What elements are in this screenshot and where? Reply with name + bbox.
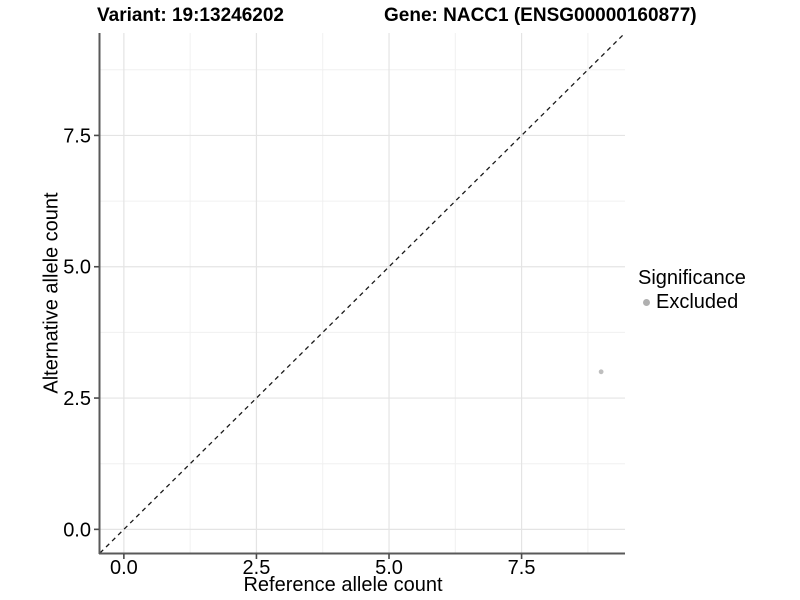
x-tick-label: 2.5 [243, 557, 271, 579]
x-tick-label: 7.5 [508, 557, 536, 579]
y-tick-label: 5.0 [63, 257, 91, 279]
x-tick-label: 0.0 [110, 557, 138, 579]
y-tick-label: 7.5 [63, 125, 91, 147]
gene-title: Gene: NACC1 (ENSG00000160877) [384, 5, 697, 26]
legend: Significance Excluded [638, 267, 746, 313]
y-tick-label: 0.0 [63, 519, 91, 541]
y-tick-label: 2.5 [63, 388, 91, 410]
x-axis-title: Reference allele count [243, 574, 443, 596]
variant-title: Variant: 19:13246202 [97, 5, 284, 26]
data-point [598, 369, 604, 375]
legend-item-excluded: Excluded [638, 291, 746, 313]
y-axis-title: Alternative allele count [40, 192, 63, 394]
excluded-dot-icon [643, 298, 650, 306]
legend-title: Significance [638, 267, 746, 289]
identity-dashed-line [99, 32, 626, 554]
legend-item-label: Excluded [656, 291, 739, 313]
x-tick-label: 5.0 [375, 557, 403, 579]
